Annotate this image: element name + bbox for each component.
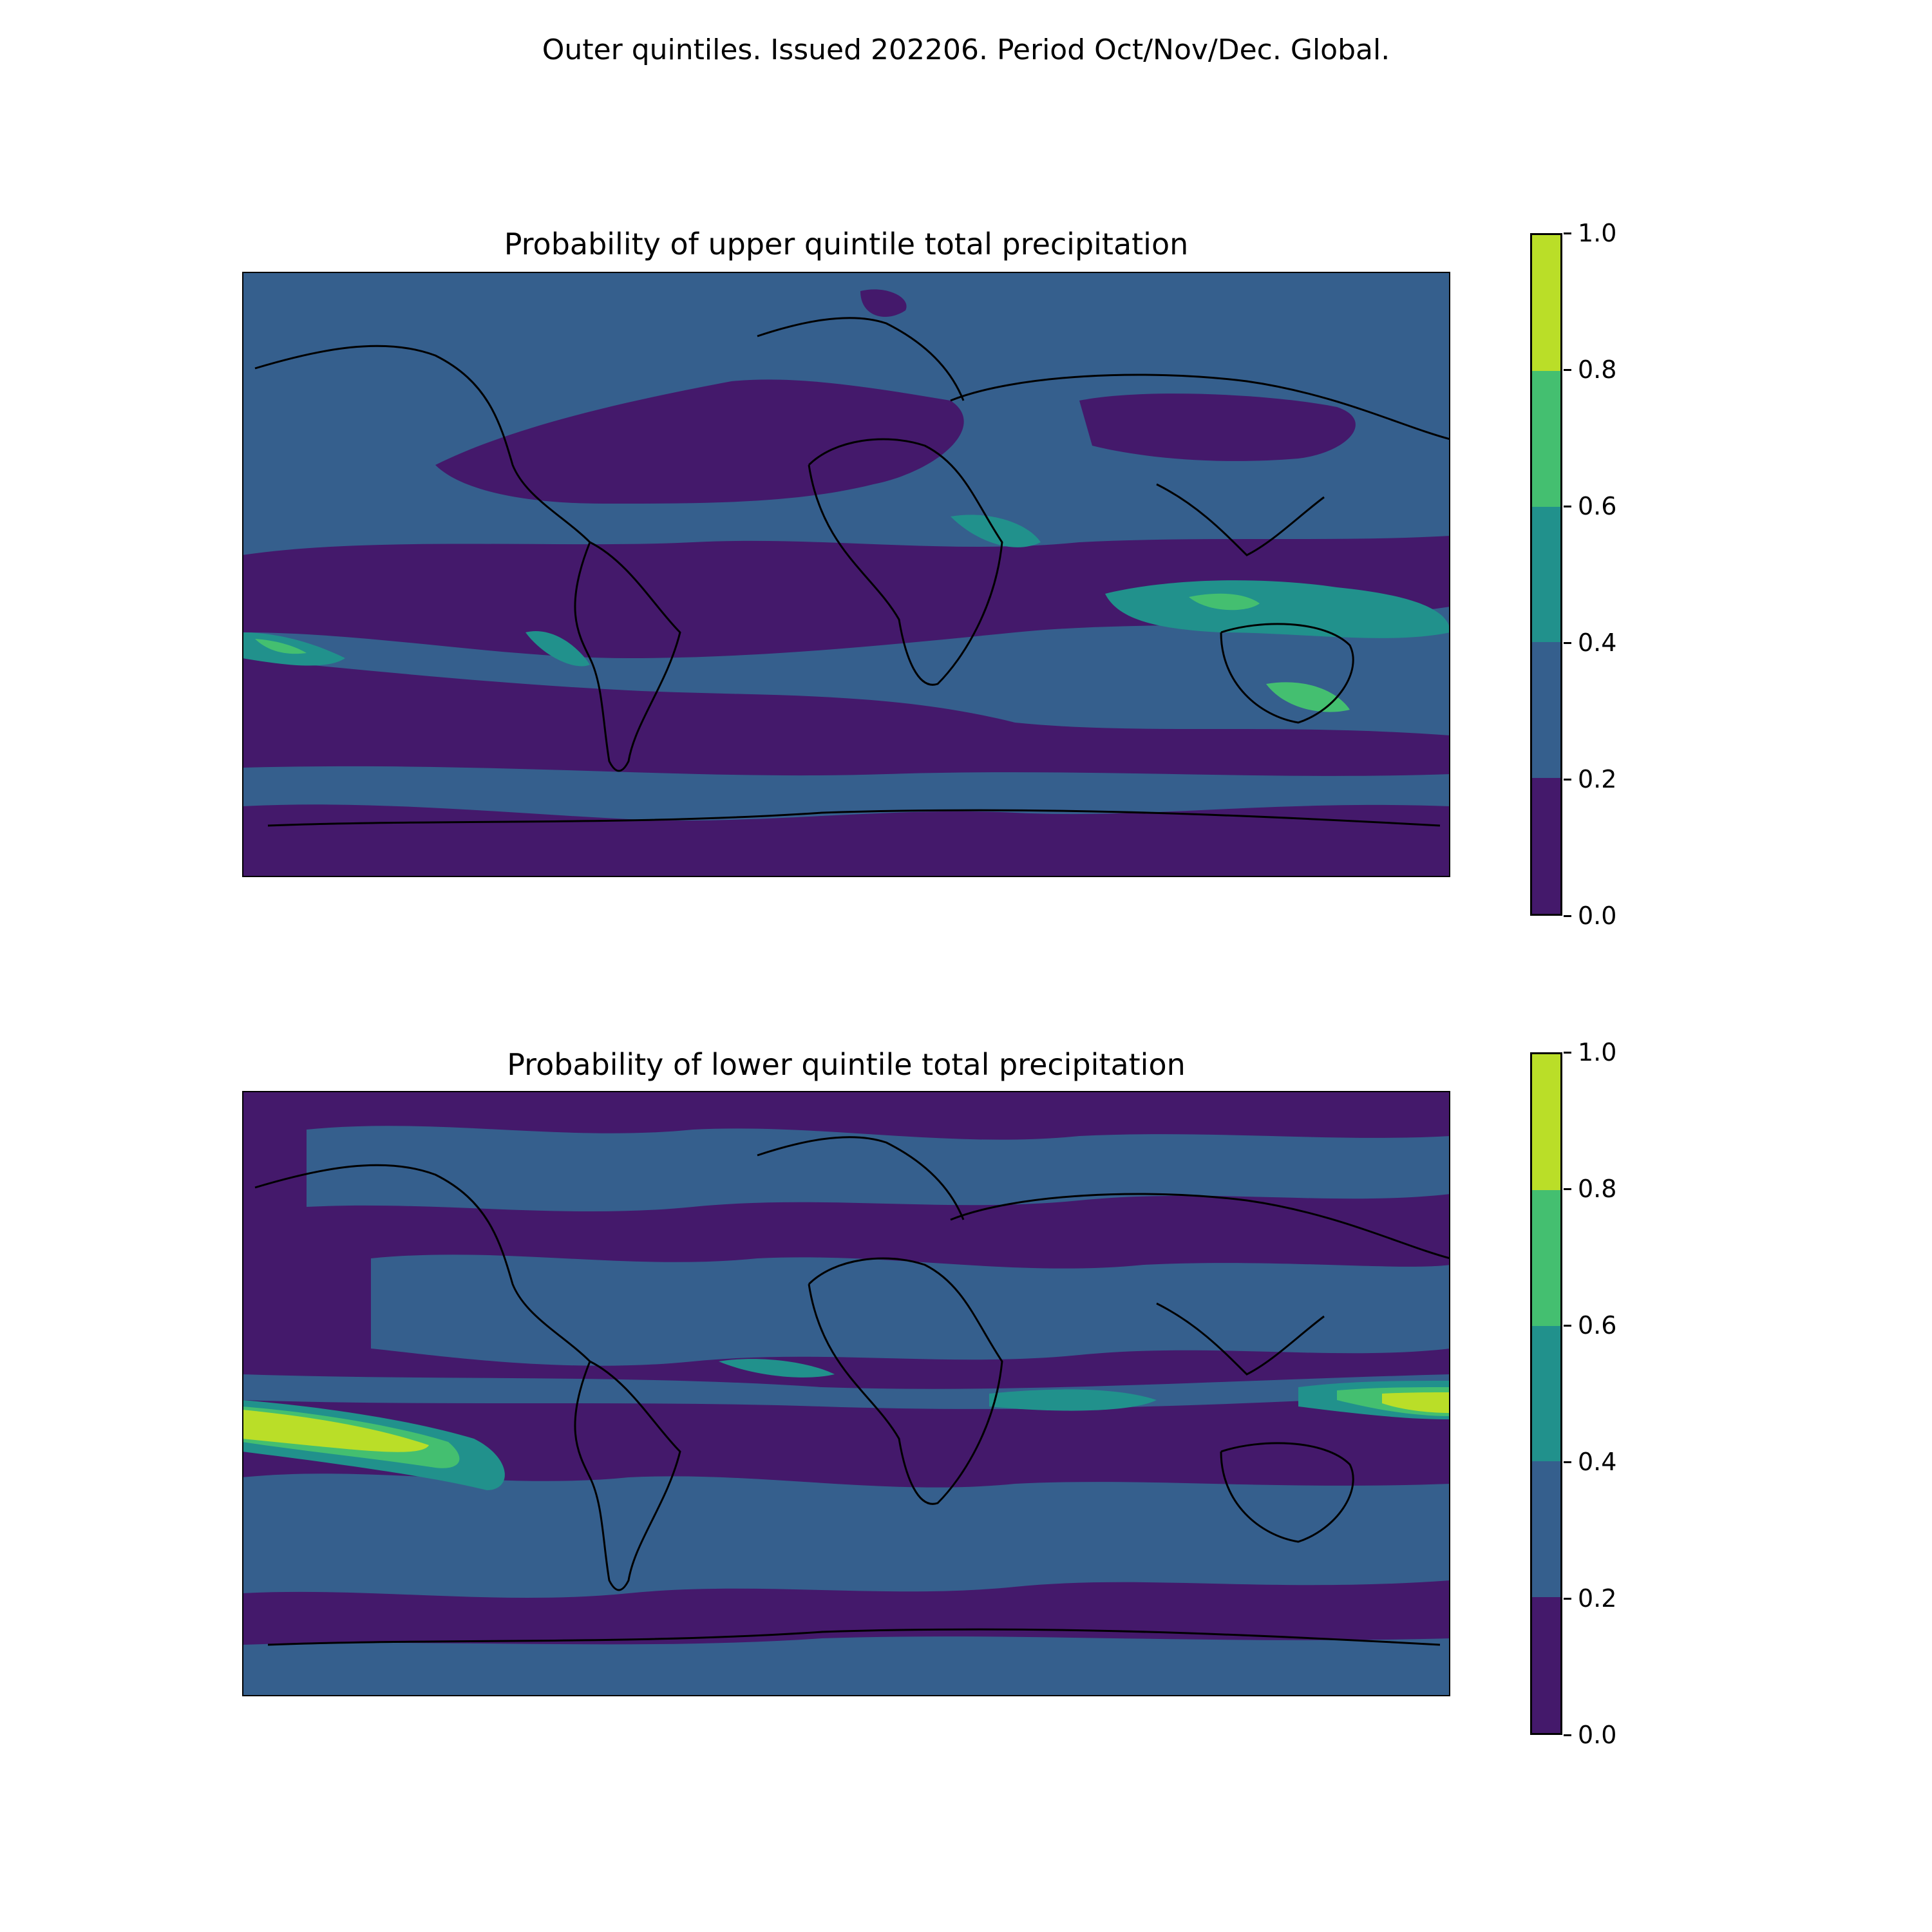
lower-blue-south — [242, 1473, 1450, 1598]
lower-teal-atlantic — [719, 1359, 835, 1378]
lower-blue-north — [307, 1126, 1450, 1212]
colorbar-level-5 — [1532, 1054, 1560, 1190]
lower-yellow-west-pacific — [1382, 1392, 1450, 1413]
upper-teal-maritime — [1105, 580, 1450, 638]
upper-panel-title: Probability of upper quintile total prec… — [504, 227, 1189, 261]
lower-colorbar — [1530, 1052, 1562, 1735]
upper-colorbar — [1530, 233, 1562, 916]
lower-coastlines — [254, 1136, 1450, 1646]
lower-yellow-east-pacific — [242, 1410, 429, 1452]
lower-blue-mid — [371, 1255, 1450, 1366]
upper-purple-band-tropics — [242, 536, 1450, 658]
upper-green-east-pacific — [255, 639, 307, 654]
upper-green-maritime — [1189, 593, 1260, 611]
figure-title: Outer quintiles. Issued 202206. Period O… — [542, 33, 1390, 66]
lower-teal-indian-ocean — [989, 1389, 1157, 1411]
lower-colorbar-ticks: 0.0 0.2 0.4 0.6 0.8 1.0 — [1564, 1038, 1654, 1749]
upper-colorbar-ticks: 0.0 0.2 0.4 0.6 0.8 1.0 — [1564, 219, 1654, 930]
lower-quintile-map — [242, 1091, 1450, 1696]
colorbar-level-4 — [1532, 370, 1560, 507]
colorbar-level-2 — [1532, 642, 1560, 779]
colorbar-level-3 — [1532, 1325, 1560, 1462]
colorbar-level-5 — [1532, 235, 1560, 371]
upper-purple-band-south — [242, 658, 1450, 776]
upper-purple-arctic-blob — [860, 289, 907, 317]
colorbar-level-1 — [1532, 1597, 1560, 1733]
upper-purple-asia — [1079, 393, 1356, 461]
upper-purple-band-north-atlantic — [435, 379, 964, 504]
upper-coastlines — [254, 317, 1450, 827]
colorbar-level-4 — [1532, 1189, 1560, 1326]
lower-panel-title: Probability of lower quintile total prec… — [507, 1047, 1186, 1082]
lower-blue-antarctic — [242, 1636, 1450, 1696]
colorbar-level-1 — [1532, 778, 1560, 914]
upper-purple-antarctic — [242, 804, 1450, 877]
upper-teal-south-america — [526, 631, 590, 667]
upper-quintile-map — [242, 272, 1450, 877]
colorbar-level-2 — [1532, 1461, 1560, 1598]
colorbar-level-3 — [1532, 506, 1560, 643]
